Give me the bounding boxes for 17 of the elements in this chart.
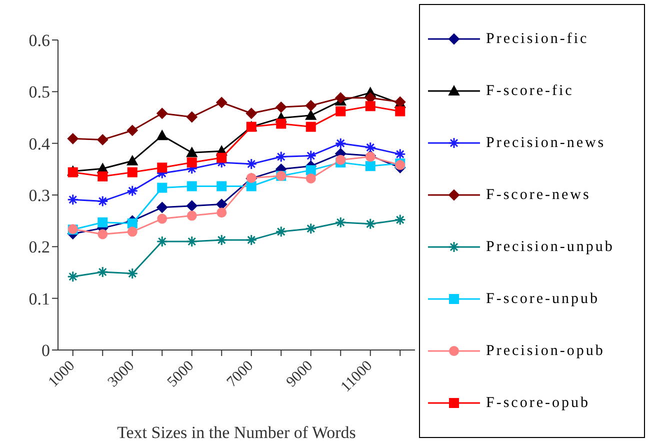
y-tick-label: 0.3 <box>28 186 50 206</box>
legend-label: Precision-unpub <box>486 238 614 256</box>
legend-label: F-score-news <box>486 186 591 204</box>
y-tick-label: 0 <box>42 341 50 360</box>
legend-label: F-score-unpub <box>486 290 600 308</box>
legend-label: F-score-fic <box>486 82 574 100</box>
y-tick-label: 0.5 <box>28 82 50 102</box>
legend-label: Precision-fic <box>486 30 589 48</box>
legend-label: F-score-opub <box>486 394 590 412</box>
x-tick-label: 7000 <box>224 358 257 390</box>
y-tick-label: 0.4 <box>28 134 50 154</box>
x-axis-title: Text Sizes in the Number of Words <box>117 423 356 442</box>
y-tick-label: 0.1 <box>28 289 50 308</box>
y-tick-label: 0.6 <box>28 31 50 50</box>
y-tick-label: 0.2 <box>28 238 50 257</box>
legend-label: Precision-opub <box>486 342 605 360</box>
legend-label: Precision-news <box>486 134 606 152</box>
